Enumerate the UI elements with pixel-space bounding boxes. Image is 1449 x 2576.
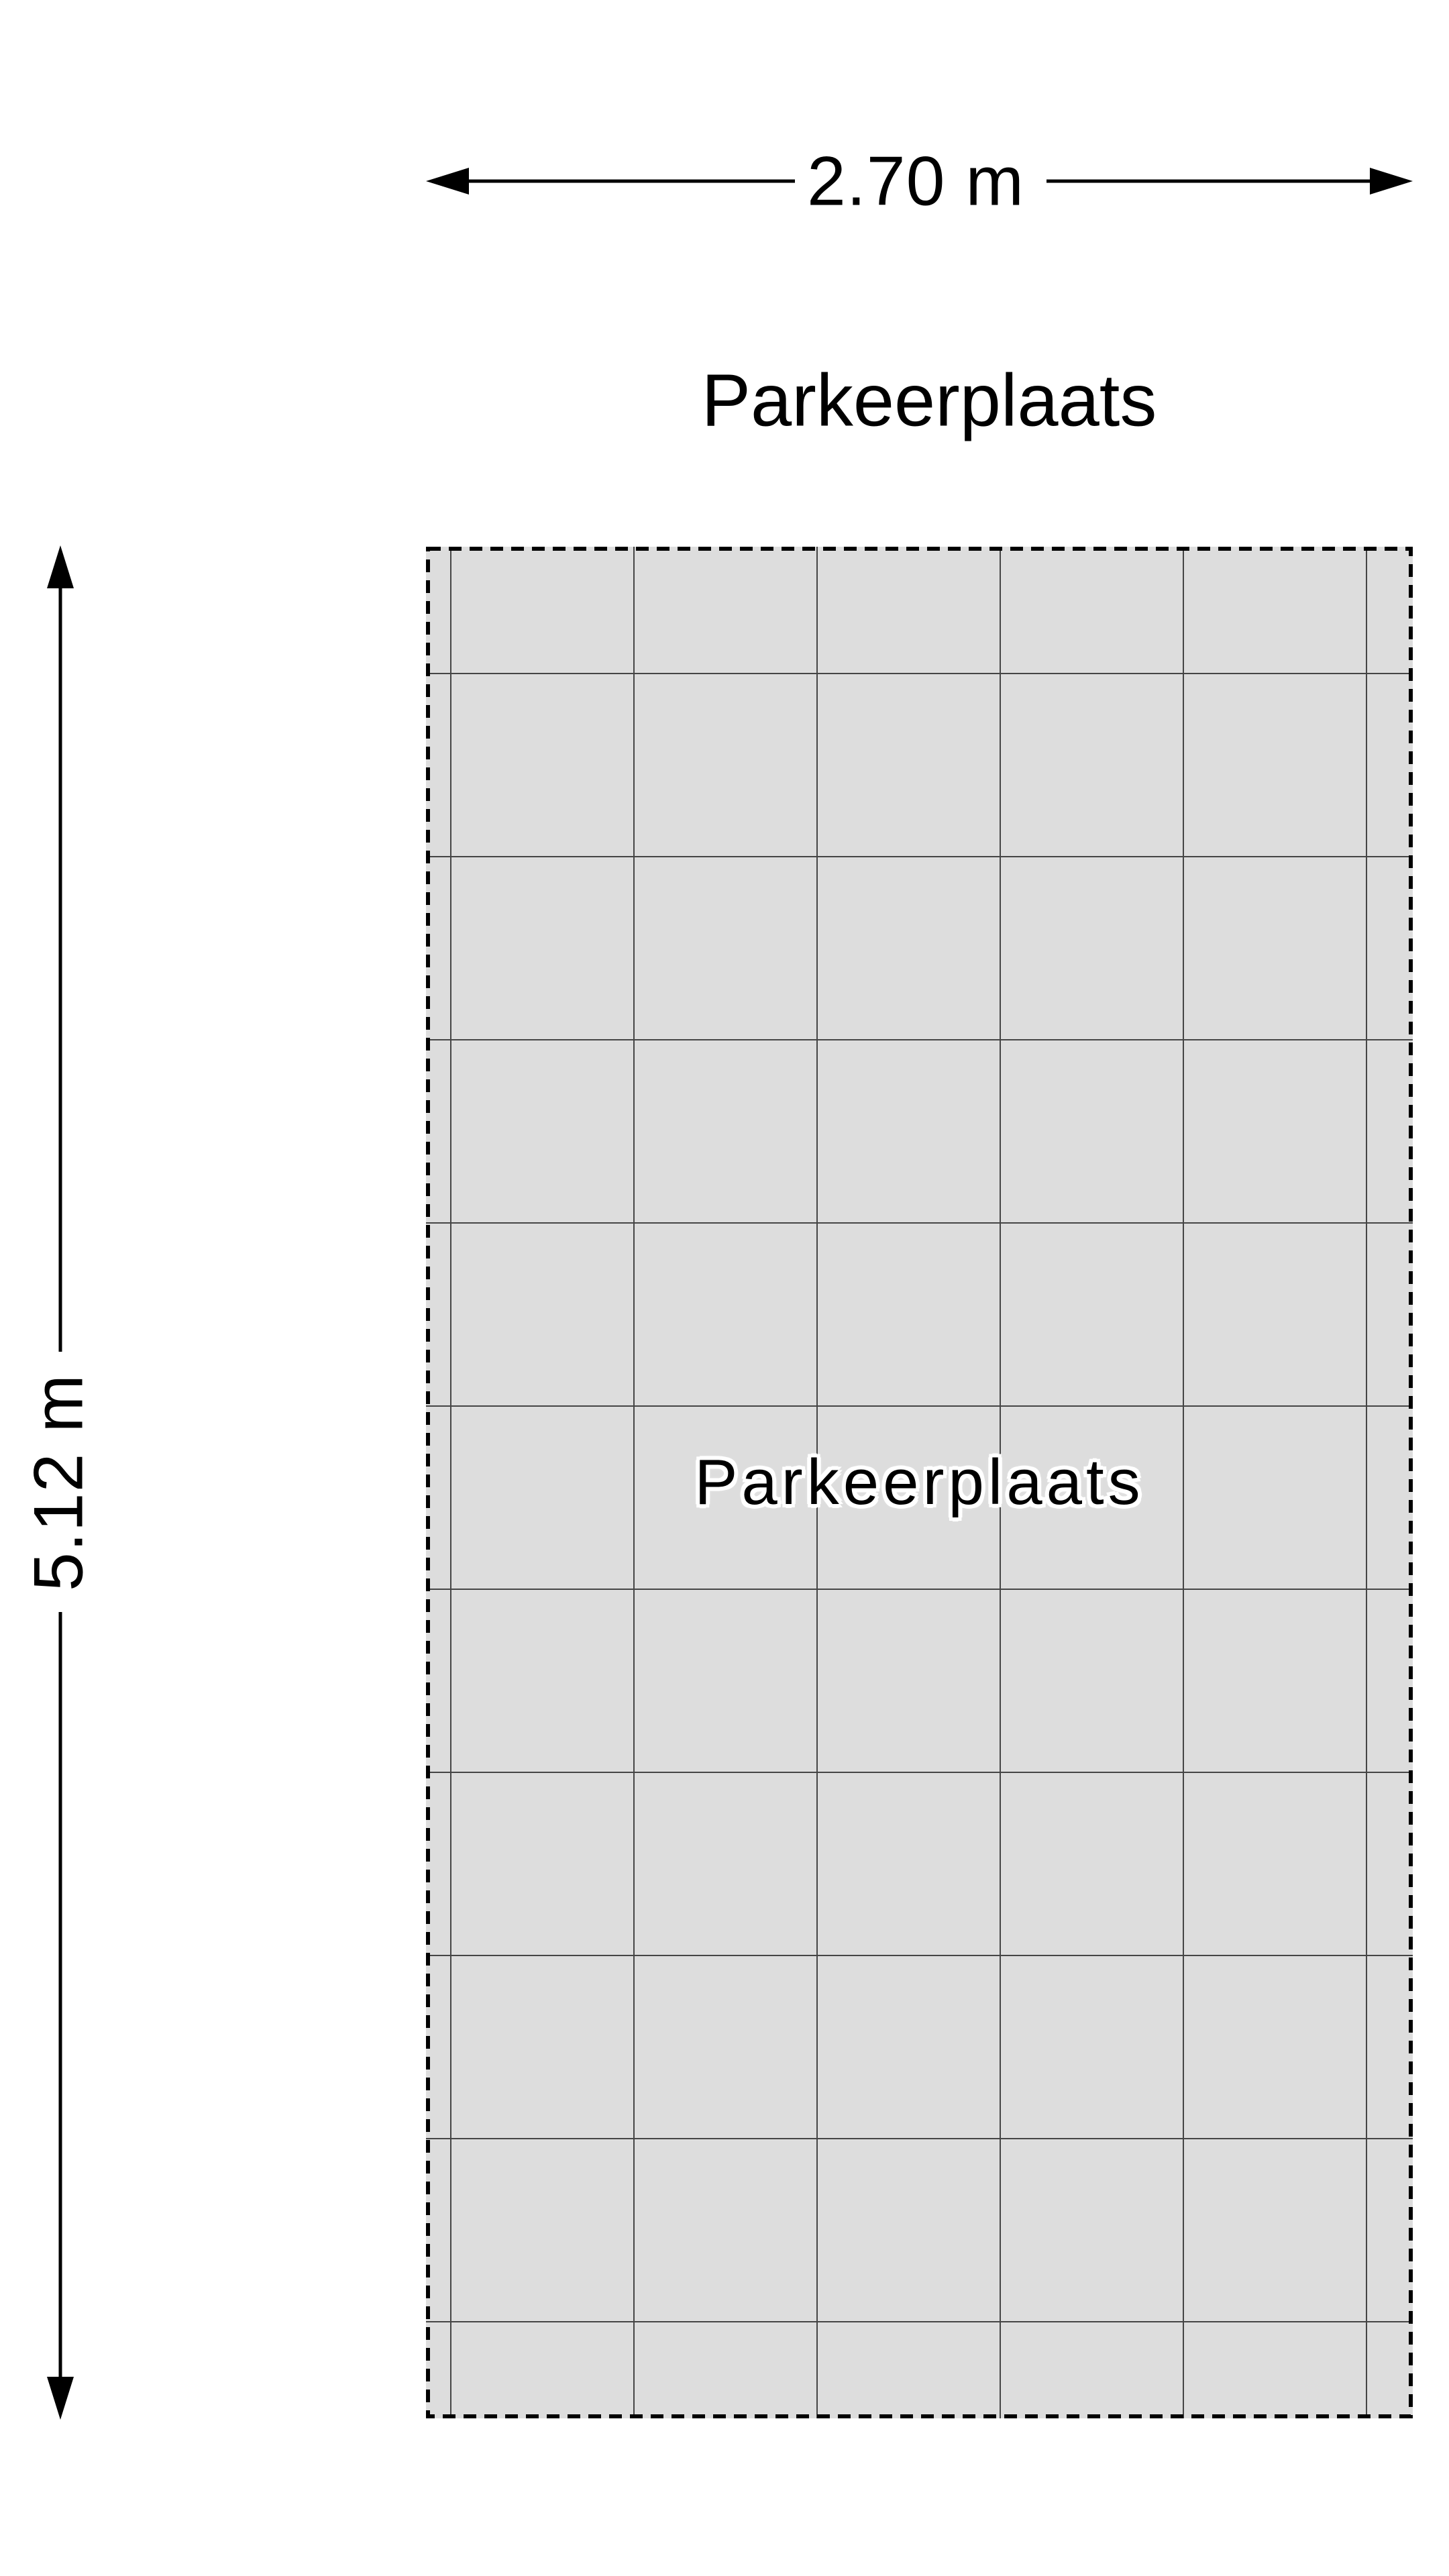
- arrowhead-right-icon: [1370, 168, 1413, 195]
- room-label: Parkeerplaats: [694, 1446, 1144, 1518]
- arrowhead-down-icon: [47, 2377, 74, 2420]
- parking-space-area: Parkeerplaats: [426, 547, 1413, 2418]
- arrowhead-up-icon: [47, 545, 74, 588]
- width-dimension-label: 2.70 m: [807, 142, 1024, 221]
- height-dimension-label: 5.12 m: [19, 1374, 98, 1591]
- page-title: Parkeerplaats: [701, 359, 1157, 442]
- arrowhead-left-icon: [426, 168, 469, 195]
